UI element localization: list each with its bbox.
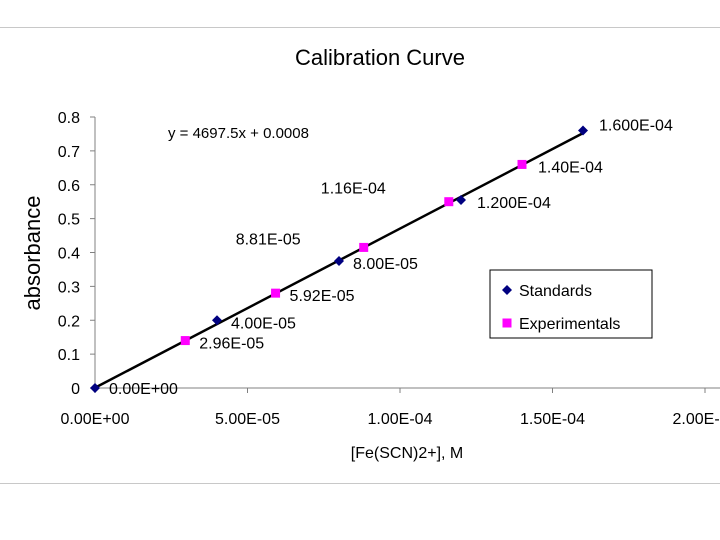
experimental-point-label: 2.96E-05 — [199, 336, 264, 353]
chart-title: Calibration Curve — [295, 45, 465, 70]
legend: Standards Experimentals — [489, 269, 653, 339]
standard-point-label: 1.200E-04 — [477, 195, 551, 212]
standard-point — [90, 383, 100, 393]
experimental-point-label: 1.40E-04 — [538, 159, 603, 176]
legend-standards-marker — [502, 285, 512, 295]
standard-point-label: 8.00E-05 — [353, 256, 418, 273]
bottom-divider — [0, 483, 720, 484]
x-axis-label: [Fe(SCN)2+], M — [351, 445, 463, 462]
experimental-point-label: 5.92E-05 — [290, 288, 355, 305]
experimental-point — [517, 159, 527, 169]
data-points — [90, 125, 588, 393]
experimental-point — [359, 242, 369, 252]
axes: 0 0.1 0.2 0.3 0.4 0.5 0.6 0.7 0.8 0.00E+00 5.00E-0… — [58, 110, 720, 428]
standard-point — [212, 315, 222, 326]
top-divider — [0, 27, 720, 28]
x-tick-label: 0.00E+00 — [61, 411, 130, 428]
legend-standards-label: Standards — [519, 283, 592, 300]
experimental-point — [271, 288, 281, 298]
standard-point-label: 4.00E-05 — [231, 315, 296, 332]
standard-point — [334, 255, 344, 266]
x-tick-label: 1.50E-04 — [520, 411, 585, 428]
legend-experimentals-label: Experimentals — [519, 316, 620, 333]
y-tick-label: 0.1 — [58, 347, 80, 364]
standard-point-label: 0.00E+00 — [109, 381, 178, 398]
experimental-point — [180, 336, 190, 346]
x-tick-label: 1.00E-04 — [368, 411, 433, 428]
standard-point — [456, 194, 466, 205]
y-axis-label: absorbance — [20, 196, 45, 311]
y-tick-label: 0.5 — [58, 212, 80, 229]
y-tick-label: 0.7 — [58, 144, 80, 161]
experimental-point — [444, 197, 454, 207]
x-tick-label: 2.00E-04 — [673, 411, 720, 428]
legend-box — [489, 269, 653, 339]
legend-experimentals-marker — [502, 318, 512, 328]
y-tick-label: 0.2 — [58, 313, 80, 330]
experimental-point-label: 8.81E-05 — [236, 231, 301, 248]
y-tick-label: 0.6 — [58, 178, 80, 195]
y-tick-label: 0.8 — [58, 110, 80, 127]
x-tick-label: 5.00E-05 — [215, 411, 280, 428]
point-labels: 0.00E+00 4.00E-05 8.00E-05 1.200E-04 1.600E-… — [109, 118, 673, 398]
standard-point — [578, 125, 588, 136]
standard-point-label: 1.600E-04 — [599, 118, 673, 135]
experimental-point-label: 1.16E-04 — [321, 181, 386, 198]
y-tick-label: 0 — [71, 381, 80, 398]
y-tick-label: 0.4 — [58, 246, 80, 263]
equation-label: y = 4697.5x + 0.0008 — [168, 125, 309, 142]
y-tick-label: 0.3 — [58, 279, 80, 296]
